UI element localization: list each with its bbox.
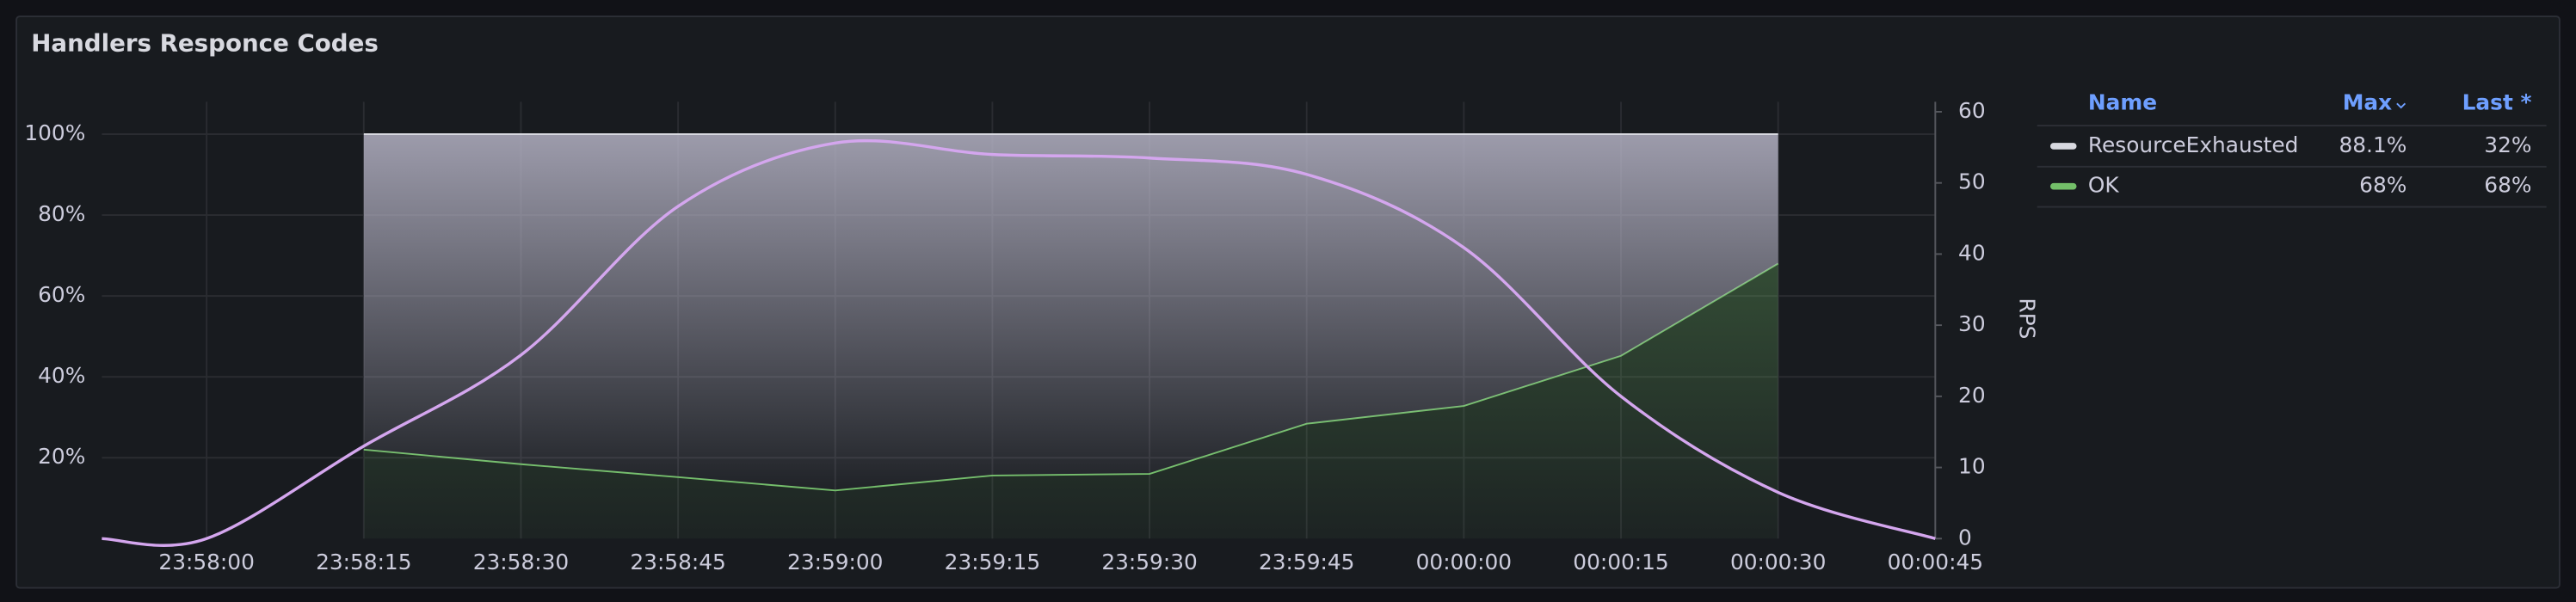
y2-tick-label: 30	[1958, 311, 1986, 336]
x-tick-label: 23:59:30	[1101, 550, 1197, 574]
legend-name: OK	[2088, 173, 2120, 198]
x-tick-label: 00:00:30	[1730, 550, 1826, 574]
x-tick-label: 23:58:15	[316, 550, 411, 574]
y2-tick-label: 10	[1958, 454, 1986, 479]
x-tick-label: 23:58:30	[473, 550, 569, 574]
x-tick-label: 00:00:00	[1416, 550, 1512, 574]
legend-header: Last *	[2462, 89, 2532, 114]
y2-tick-label: 60	[1958, 98, 1986, 123]
legend-max: 68%	[2359, 173, 2407, 198]
x-tick-label: 00:00:45	[1888, 550, 1983, 574]
legend-max: 88.1%	[2339, 132, 2407, 157]
legend-last: 68%	[2484, 173, 2531, 198]
y2-tick-label: 0	[1958, 525, 1972, 550]
x-tick-label: 23:58:00	[158, 550, 254, 574]
y2-tick-label: 50	[1958, 169, 1986, 194]
legend-header: Max	[2343, 89, 2392, 114]
y2-tick-label: 20	[1958, 383, 1986, 408]
panel-title: Handlers Responce Codes	[31, 29, 379, 58]
legend-header: Name	[2088, 89, 2157, 114]
legend: Name Max Last * ResourceExhausted 88.1% 32% OK…	[2037, 89, 2547, 208]
y2-axis-label: RPS	[2014, 298, 2039, 339]
x-tick-label: 23:59:15	[945, 550, 1040, 574]
series-line	[102, 138, 1936, 547]
y-tick-label: 20%	[38, 444, 85, 469]
y2-tick-label: 40	[1958, 240, 1986, 265]
y-tick-label: 60%	[38, 282, 85, 307]
y-tick-label: 80%	[38, 201, 85, 226]
x-tick-label: 23:58:45	[630, 550, 725, 574]
x-tick-label: 00:00:15	[1573, 550, 1668, 574]
x-tick-label: 23:59:00	[787, 550, 883, 574]
x-tick-label: 23:59:45	[1259, 550, 1354, 574]
area	[363, 263, 1778, 539]
y-tick-label: 100%	[24, 120, 85, 145]
legend-last: 32%	[2484, 132, 2531, 157]
sort-icon	[2396, 102, 2407, 109]
y-tick-label: 40%	[38, 363, 85, 388]
legend-name: ResourceExhausted	[2088, 132, 2298, 157]
plot: 23:58:00 23:58:15 23:58:30 23:58:45 23:59:00…	[24, 98, 2039, 574]
